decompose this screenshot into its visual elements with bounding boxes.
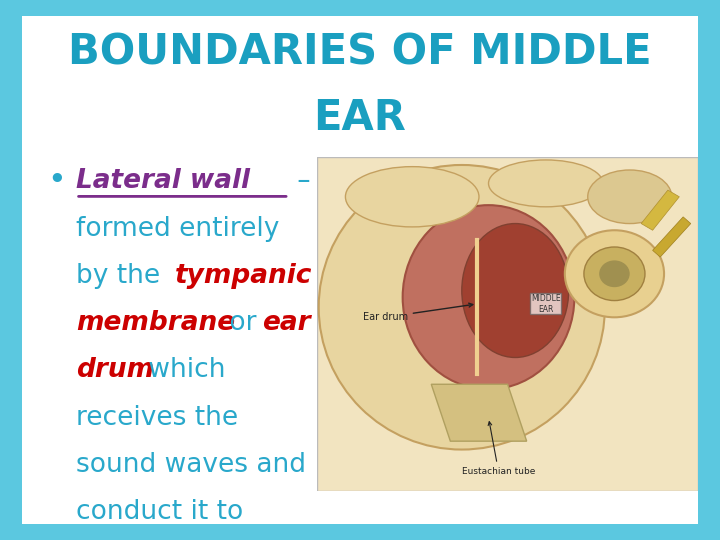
Ellipse shape [488, 160, 603, 207]
Circle shape [565, 230, 664, 318]
Text: Lateral wall: Lateral wall [76, 168, 250, 194]
Text: membrane: membrane [76, 310, 235, 336]
Text: ear: ear [262, 310, 310, 336]
Ellipse shape [402, 205, 575, 389]
Polygon shape [641, 190, 679, 230]
Ellipse shape [588, 170, 672, 224]
Text: receives the: receives the [76, 404, 238, 430]
Text: BOUNDARIES OF MIDDLE: BOUNDARIES OF MIDDLE [68, 31, 652, 73]
Text: or: or [221, 310, 265, 336]
Ellipse shape [346, 167, 479, 227]
Ellipse shape [319, 165, 605, 449]
Text: Eustachian tube: Eustachian tube [462, 422, 535, 476]
Text: Ear drum: Ear drum [363, 303, 473, 322]
Text: drum: drum [76, 357, 154, 383]
Text: MIDDLE
EAR: MIDDLE EAR [531, 294, 561, 314]
Polygon shape [431, 384, 527, 441]
Text: conduct it to: conduct it to [76, 499, 243, 525]
Ellipse shape [462, 224, 569, 357]
Text: EAR: EAR [314, 97, 406, 139]
Text: which: which [140, 357, 225, 383]
Polygon shape [652, 217, 690, 257]
Text: sound waves and: sound waves and [76, 452, 306, 478]
Text: by the: by the [76, 263, 168, 289]
Text: tympanic: tympanic [175, 263, 312, 289]
FancyBboxPatch shape [317, 157, 698, 491]
Text: •: • [49, 168, 66, 194]
Text: – is: – is [289, 168, 340, 194]
Circle shape [599, 260, 630, 287]
Text: formed entirely: formed entirely [76, 215, 279, 242]
Circle shape [584, 247, 645, 301]
